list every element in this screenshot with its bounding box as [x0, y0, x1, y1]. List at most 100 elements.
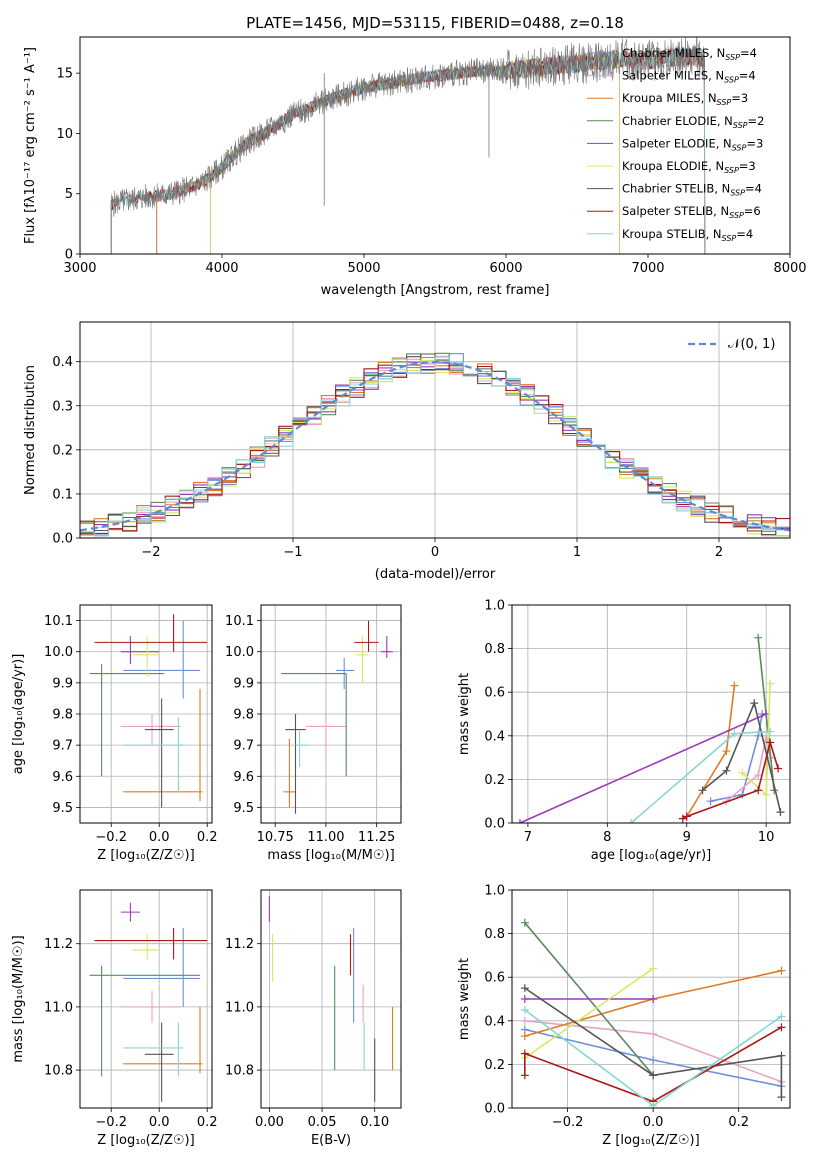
x-tick-label: 10 — [758, 830, 775, 845]
weight-marker-kroupa_miles — [520, 1032, 529, 1041]
x-axis-label: (data-model)/error — [375, 567, 496, 582]
weight-line-salpeter_stelib — [524, 1026, 782, 1103]
weight-marker-chabrier_stelib — [520, 984, 529, 993]
y-tick-label: 5 — [65, 187, 73, 202]
axes-frame — [260, 604, 402, 824]
plot-area — [110, 37, 706, 254]
axes-frame — [260, 889, 402, 1109]
y-tick-label: 11.2 — [225, 937, 254, 952]
y-axis-label: mass weight — [457, 673, 472, 755]
x-tick-label: 2 — [715, 545, 723, 560]
x-tick-label: 11.00 — [307, 830, 344, 845]
y-tick-label: 9.9 — [52, 676, 73, 691]
y-tick-label: 0.4 — [484, 729, 505, 744]
y-tick-label: 0.0 — [484, 817, 505, 832]
axes-frame — [79, 36, 791, 255]
x-tick-label: 5000 — [347, 261, 380, 276]
weight-line-chabrier_stelib — [524, 987, 783, 1098]
legend-entry: Chabrier MILES, NSSP=4 — [622, 46, 757, 62]
x-tick-label: −0.2 — [95, 830, 127, 845]
plot-area — [515, 633, 785, 823]
axes-frame — [79, 321, 791, 539]
y-tick-label: 10.1 — [225, 614, 254, 629]
x-tick-label: 1 — [573, 545, 581, 560]
weight-marker-kroupa_miles — [722, 747, 731, 756]
weight-line-salpeter_elodie — [519, 713, 767, 823]
weight-marker-chabrier_stelib — [776, 808, 785, 817]
weight-marker-salpeter_stelib — [754, 786, 763, 795]
y-tick-label: 0.6 — [484, 971, 505, 986]
y-tick-label: 10.1 — [44, 614, 73, 629]
y-tick-label: 0.2 — [484, 1058, 505, 1073]
y-axis-label: age [log₁₀(age/yr)] — [11, 654, 26, 775]
y-tick-label: 0.6 — [484, 686, 505, 701]
y-tick-label: 0.8 — [484, 642, 505, 657]
y-tick-label: 0.4 — [484, 1014, 505, 1029]
x-tick-label: −1 — [283, 545, 302, 560]
y-tick-label: 10.8 — [225, 1064, 254, 1079]
x-tick-label: 0.00 — [255, 1115, 284, 1130]
plot-area — [520, 918, 786, 1108]
weight-marker-chabrier_stelib — [722, 766, 731, 775]
legend-entry: Chabrier ELODIE, NSSP=2 — [622, 114, 764, 130]
axes-frame — [79, 604, 213, 824]
y-tick-label: 9.6 — [233, 770, 254, 785]
plot-area — [80, 352, 790, 537]
y-tick-label: 0.2 — [484, 773, 505, 788]
legend-entry: Salpeter ELODIE, NSSP=3 — [622, 136, 763, 152]
weight-marker-kroupa_stelib — [777, 1012, 786, 1021]
spectrum-title: PLATE=1456, MJD=53115, FIBERID=0488, z=0… — [246, 14, 624, 32]
weight-marker-chabrier_stelib — [649, 1071, 658, 1080]
x-tick-label: 0.0 — [643, 1115, 664, 1130]
axes-frame — [511, 604, 791, 824]
x-tick-label: 0.05 — [308, 1115, 337, 1130]
x-axis-label: Z [log₁₀(Z/Z☉)] — [97, 1133, 194, 1148]
y-tick-label: 9.5 — [233, 801, 254, 816]
plot-area — [89, 614, 208, 808]
weight-marker-salpeter_stelib — [520, 1071, 529, 1080]
x-tick-label: 0 — [431, 545, 439, 560]
x-tick-label: 8 — [603, 830, 611, 845]
y-tick-label: 0.3 — [52, 399, 73, 414]
x-tick-label: 0.0 — [149, 830, 170, 845]
weight-marker-kroupa_stelib — [520, 1005, 529, 1014]
weight-line-kroupa_elodie — [524, 967, 654, 1059]
plot-area — [89, 902, 208, 1102]
age-vs-mass-panel: 10.75 11.00 11.25 9.5 9.6 9.7 9.8 9.9 10.0 10.1 ma… — [225, 604, 402, 863]
plot-area — [281, 620, 393, 814]
weight-marker-salpeter_miles — [754, 771, 763, 780]
histogram-salpeter_stelib — [80, 363, 790, 534]
weight-marker-kroupa_elodie — [649, 964, 658, 973]
plot-area — [268, 896, 394, 1102]
axes-frame — [79, 889, 213, 1109]
y-tick-label: 9.7 — [52, 739, 73, 754]
legend-entry: Chabrier STELIB, NSSP=4 — [622, 182, 762, 198]
x-axis-label: E(B-V) — [311, 1133, 351, 1148]
y-tick-label: 0.0 — [52, 532, 73, 547]
y-tick-label: 0.8 — [484, 927, 505, 942]
legend-entry: Kroupa MILES, NSSP=3 — [622, 91, 748, 107]
y-tick-label: 1.0 — [484, 884, 505, 899]
x-axis-label: wavelength [Angstrom, rest frame] — [321, 283, 550, 298]
weight-line-chabrier_stelib — [702, 700, 782, 813]
x-tick-label: 0.10 — [360, 1115, 389, 1130]
y-tick-label: 11.0 — [44, 1000, 73, 1015]
x-tick-label: −2 — [141, 545, 160, 560]
x-tick-label: 7000 — [631, 261, 664, 276]
y-tick-label: 10.0 — [44, 645, 73, 660]
residual-histogram-panel: −2 −1 0 1 2 0.0 0.1 0.2 0.3 0.4 (data-model)/error… — [23, 321, 791, 582]
y-tick-label: 0.2 — [52, 443, 73, 458]
x-tick-label: 0.2 — [197, 830, 218, 845]
weight-marker-chabrier_elodie — [754, 633, 763, 642]
weight-marker-chabrier_stelib — [777, 1093, 786, 1102]
y-tick-label: 9.9 — [233, 676, 254, 691]
x-tick-label: 11.25 — [358, 830, 395, 845]
y-tick-label: 9.5 — [52, 801, 73, 816]
weight-marker-kroupa_stelib — [766, 727, 775, 736]
x-axis-label: age [log₁₀(age/yr)] — [591, 848, 712, 863]
legend-entry: Kroupa STELIB, NSSP=4 — [622, 227, 753, 243]
x-tick-label: 9 — [683, 830, 691, 845]
x-axis-label: mass [log₁₀(M/M☉)] — [267, 848, 394, 863]
x-axis-label: Z [log₁₀(Z/Z☉)] — [602, 1133, 699, 1148]
x-tick-label: 0.2 — [197, 1115, 218, 1130]
